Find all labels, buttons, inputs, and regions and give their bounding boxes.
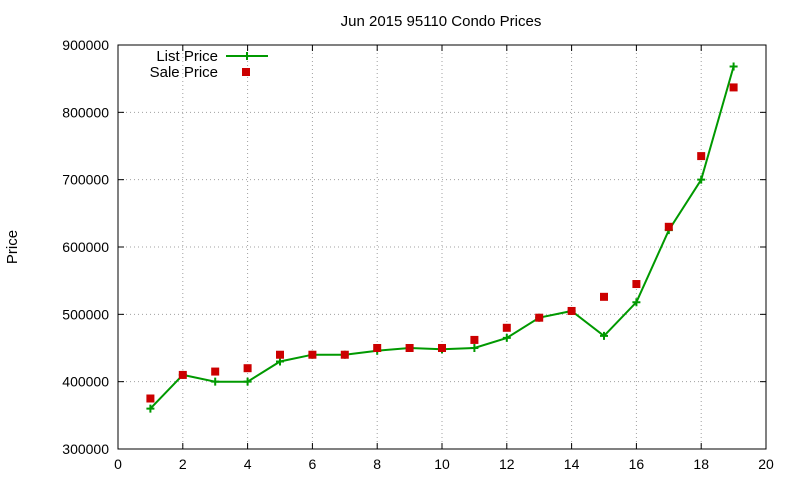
x-tick-label: 4 — [244, 456, 252, 472]
sale-price-point — [567, 306, 576, 315]
x-tick-label: 14 — [564, 456, 580, 472]
y-axis-label: Price — [4, 230, 21, 264]
list-price-point — [146, 404, 155, 413]
list-price-point — [243, 377, 252, 386]
legend-label-sale-price: Sale Price — [150, 64, 218, 81]
sale-price-point — [502, 323, 511, 332]
x-tick-label: 10 — [434, 456, 450, 472]
sale-price-point — [211, 367, 220, 376]
sale-price-point — [535, 313, 544, 322]
x-tick-label: 18 — [693, 456, 709, 472]
axis-ticks: 0 2 4 6 8 10 12 14 16 18 20 300000 400000 500000 60000… — [62, 37, 774, 472]
sale-price-point — [632, 280, 641, 289]
x-tick-label: 6 — [309, 456, 317, 472]
y-tick-label: 900000 — [62, 37, 109, 53]
list-price-point — [729, 62, 738, 71]
y-tick-label: 800000 — [62, 104, 109, 120]
sale-price-point — [470, 335, 479, 344]
x-tick-label: 20 — [758, 456, 774, 472]
y-tick-label: 400000 — [62, 374, 109, 390]
y-tick-label: 600000 — [62, 239, 109, 255]
list-price-point — [470, 344, 479, 352]
sale-price-point — [178, 370, 187, 379]
y-tick-label: 300000 — [62, 441, 109, 457]
sale-price-point — [146, 394, 155, 403]
list-price-point — [600, 331, 608, 340]
list-price-point — [211, 377, 220, 386]
sale-price-point — [697, 152, 706, 161]
sale-price-point — [340, 350, 349, 359]
x-tick-label: 16 — [629, 456, 645, 472]
sale-price-point — [373, 344, 382, 352]
list-price-point — [502, 333, 511, 342]
legend-marker-sale-price — [242, 68, 250, 76]
legend-marker-list-price — [243, 52, 251, 60]
chart-title: Jun 2015 95110 Condo Prices — [341, 13, 542, 30]
list-price-point — [276, 357, 284, 366]
x-tick-label: 2 — [179, 456, 187, 472]
y-tick-label: 500000 — [62, 306, 109, 322]
series — [146, 62, 738, 413]
x-tick-label: 8 — [373, 456, 381, 472]
sale-price-point — [308, 350, 317, 359]
sale-price-point — [243, 364, 252, 373]
list-price-point — [632, 298, 641, 307]
sale-price-point — [729, 83, 738, 92]
sale-price-point — [600, 292, 608, 301]
x-tick-label: 12 — [499, 456, 515, 472]
list-price-point — [697, 175, 706, 184]
sale-price-point — [276, 350, 284, 359]
x-tick-label: 0 — [114, 456, 122, 472]
sale-price-point — [405, 344, 414, 352]
legend-label-list-price: List Price — [156, 48, 218, 65]
sale-price-point — [438, 344, 446, 352]
y-tick-label: 700000 — [62, 172, 109, 188]
sale-price-point — [664, 222, 673, 231]
